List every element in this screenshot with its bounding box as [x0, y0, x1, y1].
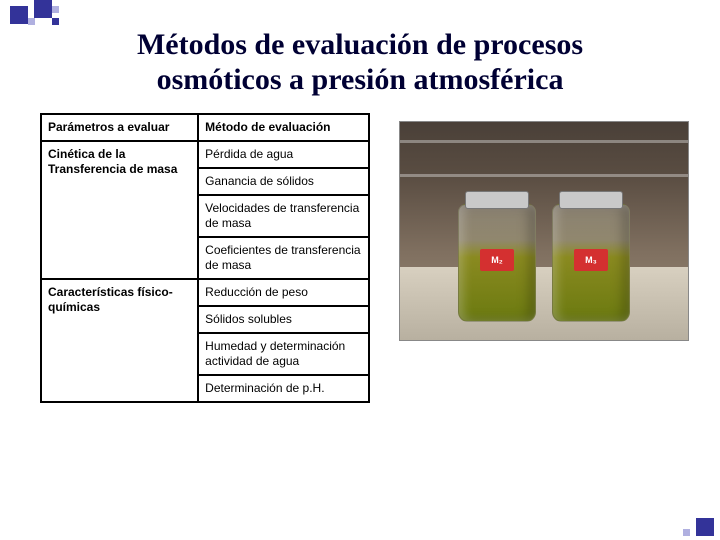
method-cell: Coeficientes de transferencia de masa [198, 237, 369, 279]
header-method: Método de evaluación [198, 114, 369, 141]
jar-2: M₃ [552, 204, 630, 322]
slide-decoration-bottom [681, 518, 714, 536]
method-cell: Ganancia de sólidos [198, 168, 369, 195]
method-cell: Humedad y determinación actividad de agu… [198, 333, 369, 375]
table-row: Características físico-químicas Reducció… [41, 279, 369, 306]
title-line-2: osmóticos a presión atmosférica [157, 63, 564, 96]
method-cell: Determinación de p.H. [198, 375, 369, 402]
jar-1: M₂ [458, 204, 536, 322]
header-param: Parámetros a evaluar [41, 114, 198, 141]
jar-1-tag: M₂ [480, 249, 514, 271]
title-line-1: Métodos de evaluación de procesos [137, 28, 583, 61]
param-group-physchem: Características físico-químicas [41, 279, 198, 402]
method-cell: Pérdida de agua [198, 141, 369, 168]
jar-2-tag: M₃ [574, 249, 608, 271]
method-cell: Sólidos solubles [198, 306, 369, 333]
param-group-kinetics: Cinética de la Transferencia de masa [41, 141, 198, 279]
method-cell: Velocidades de transferencia de masa [198, 195, 369, 237]
slide-decoration-top [0, 0, 720, 26]
photo-wrap: M₂ M₃ [388, 113, 700, 403]
slide-body: Parámetros a evaluar Método de evaluació… [0, 107, 720, 403]
method-cell: Reducción de peso [198, 279, 369, 306]
evaluation-table: Parámetros a evaluar Método de evaluació… [40, 113, 370, 403]
evaluation-table-wrap: Parámetros a evaluar Método de evaluació… [40, 113, 370, 403]
table-row: Cinética de la Transferencia de masa Pér… [41, 141, 369, 168]
jars-photo: M₂ M₃ [399, 121, 689, 341]
table-header-row: Parámetros a evaluar Método de evaluació… [41, 114, 369, 141]
